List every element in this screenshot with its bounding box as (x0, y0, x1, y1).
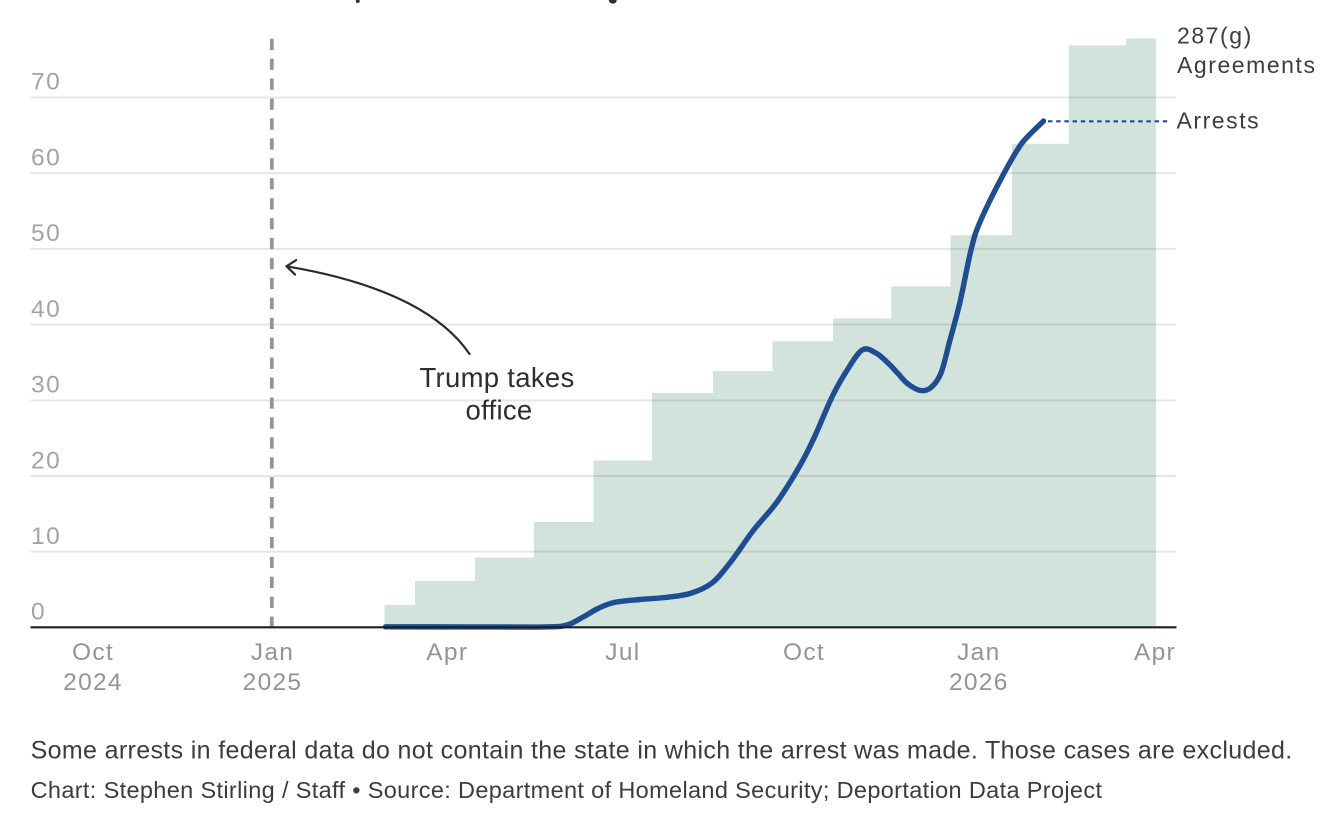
svg-text:2025: 2025 (243, 669, 303, 696)
svg-text:287(g): 287(g) (1177, 23, 1253, 49)
svg-text:Apr: Apr (426, 639, 468, 666)
svg-text:Apr: Apr (1134, 639, 1176, 666)
svg-text:10: 10 (31, 523, 61, 550)
svg-text:70: 70 (31, 69, 61, 96)
svg-text:Some arrests in federal data d: Some arrests in federal data do not cont… (31, 736, 1293, 764)
svg-text:office: office (465, 395, 532, 426)
svg-text:60: 60 (31, 144, 61, 171)
svg-text:0: 0 (31, 599, 46, 626)
svg-text:Trump takes: Trump takes (419, 362, 574, 393)
svg-text:Chart: Stephen Stirling / Staf: Chart: Stephen Stirling / Staff • Source… (31, 777, 1103, 803)
svg-text:2026: 2026 (949, 669, 1009, 696)
svg-text:Oct: Oct (783, 639, 825, 666)
svg-text:Agreements: Agreements (1177, 52, 1317, 78)
svg-text:2024: 2024 (63, 669, 123, 696)
svg-text:Jul: Jul (605, 639, 640, 666)
svg-text:Arrests: Arrests (1177, 107, 1261, 133)
svg-text:Jan: Jan (251, 639, 294, 666)
svg-text:40: 40 (31, 296, 61, 323)
svg-text:Oct: Oct (72, 639, 114, 666)
svg-text:Jan: Jan (957, 639, 1000, 666)
svg-text:50: 50 (31, 220, 61, 247)
svg-text:20: 20 (31, 447, 61, 474)
svg-text:30: 30 (31, 372, 61, 399)
